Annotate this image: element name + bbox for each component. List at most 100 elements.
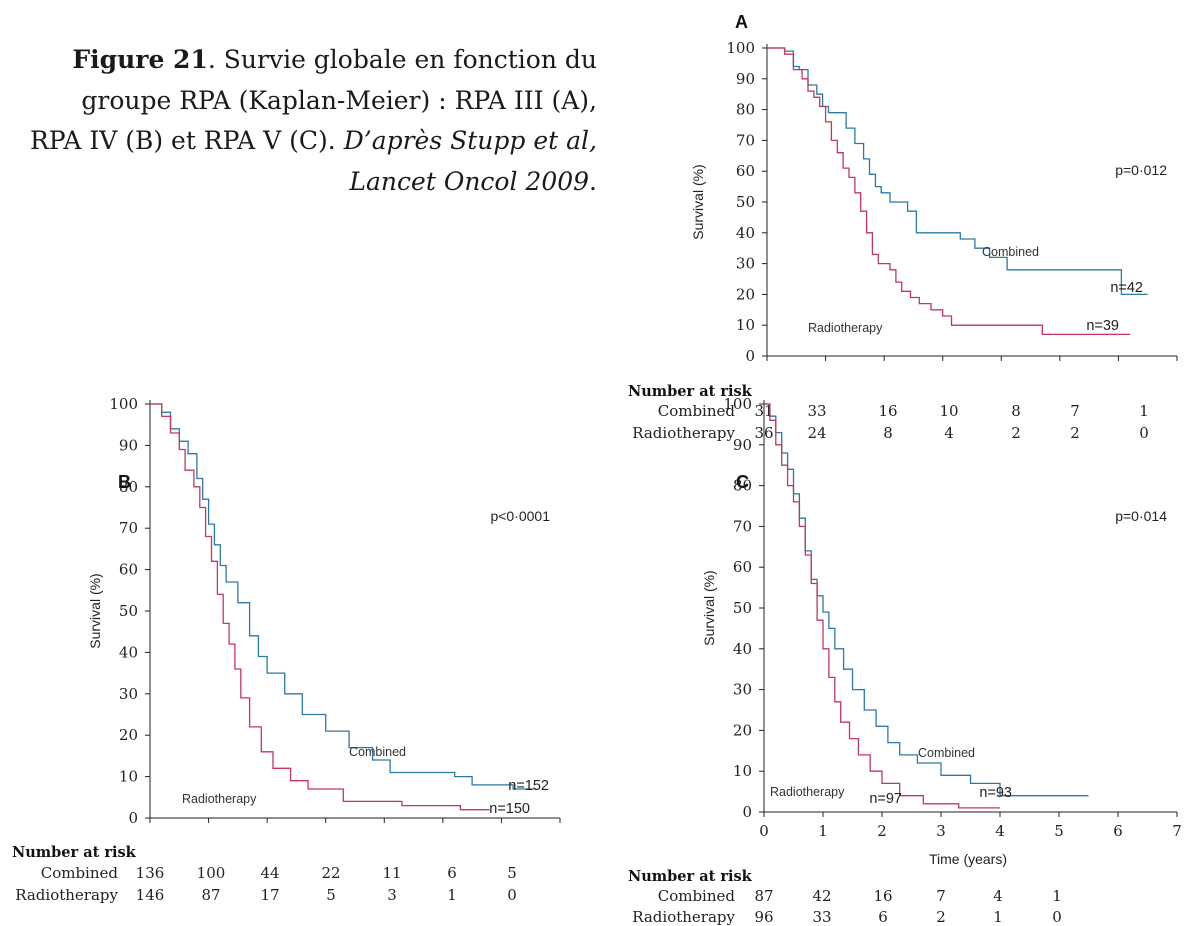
y-tick-label: 90 bbox=[736, 70, 755, 88]
caption-citation-2: Lancet Oncol 2009 bbox=[349, 166, 590, 196]
risk-value-combined: 136 bbox=[136, 864, 165, 882]
y-tick-label: 60 bbox=[733, 558, 752, 576]
y-tick-label: 0 bbox=[742, 803, 752, 821]
y-tick-label: 40 bbox=[736, 224, 755, 242]
risk-value-combined: 11 bbox=[382, 864, 401, 882]
y-tick-label: 100 bbox=[109, 395, 138, 413]
series-label-combined: Combined bbox=[918, 746, 975, 760]
y-tick-label: 90 bbox=[119, 436, 138, 454]
y-tick-label: 30 bbox=[733, 681, 752, 699]
y-tick-label: 0 bbox=[128, 809, 138, 827]
n-label-combined: n=42 bbox=[1110, 280, 1143, 296]
risk-value-radiotherapy: 2 bbox=[936, 908, 946, 926]
series-label-combined: Combined bbox=[982, 245, 1039, 259]
n-label-radiotherapy: n=39 bbox=[1086, 318, 1119, 334]
survival-curve-radiotherapy bbox=[764, 403, 1000, 809]
risk-value-combined: 10 bbox=[939, 402, 958, 420]
y-tick-label: 80 bbox=[119, 478, 138, 496]
y-tick-label: 100 bbox=[723, 395, 752, 413]
y-tick-label: 10 bbox=[119, 768, 138, 786]
risk-value-combined: 1 bbox=[1139, 402, 1149, 420]
risk-value-combined: 16 bbox=[873, 887, 892, 905]
caption-line-1: Survie globale en fonction du bbox=[223, 45, 597, 74]
risk-row-label-radiotherapy: Radiotherapy bbox=[632, 908, 735, 926]
y-tick-label: 100 bbox=[726, 39, 755, 57]
y-tick-label: 40 bbox=[119, 643, 138, 661]
risk-value-radiotherapy: 17 bbox=[260, 886, 279, 904]
risk-value-radiotherapy: 0 bbox=[1139, 424, 1149, 442]
risk-value-combined: 87 bbox=[754, 887, 773, 905]
caption-citation-1: D’après Stupp et al, bbox=[343, 126, 597, 155]
y-tick-label: 70 bbox=[119, 519, 138, 537]
risk-value-radiotherapy: 24 bbox=[807, 424, 826, 442]
risk-value-radiotherapy: 3 bbox=[387, 886, 397, 904]
caption-line-2: groupe RPA (Kaplan-Meier) : RPA III (A), bbox=[81, 85, 597, 115]
risk-value-radiotherapy: 5 bbox=[326, 886, 336, 904]
risk-value-radiotherapy: 96 bbox=[754, 908, 773, 926]
risk-table-title: Number at risk bbox=[628, 383, 753, 400]
risk-table-title: Number at risk bbox=[12, 844, 137, 861]
risk-value-combined: 33 bbox=[807, 402, 826, 420]
risk-value-radiotherapy: 2 bbox=[1011, 424, 1021, 442]
n-label-radiotherapy: n=97 bbox=[869, 791, 902, 807]
risk-value-combined: 1 bbox=[1052, 887, 1062, 905]
risk-value-radiotherapy: 4 bbox=[944, 424, 954, 442]
panel-label: C bbox=[736, 472, 749, 492]
risk-row-label-radiotherapy: Radiotherapy bbox=[632, 424, 735, 442]
risk-row-label-combined: Combined bbox=[658, 887, 736, 905]
risk-value-combined: 22 bbox=[321, 864, 340, 882]
risk-value-radiotherapy: 87 bbox=[201, 886, 220, 904]
panel-label: B bbox=[118, 472, 131, 492]
y-tick-label: 70 bbox=[733, 517, 752, 535]
risk-row-label-combined: Combined bbox=[41, 864, 119, 882]
x-axis-label: Time (years) bbox=[929, 851, 1007, 867]
y-tick-label: 30 bbox=[736, 255, 755, 273]
caption-line-3: RPA IV (B) et RPA V (C). bbox=[29, 126, 336, 155]
y-tick-label: 90 bbox=[733, 436, 752, 454]
p-value: p=0·012 bbox=[1115, 162, 1167, 178]
risk-value-radiotherapy: 0 bbox=[507, 886, 517, 904]
risk-value-radiotherapy: 1 bbox=[447, 886, 457, 904]
risk-value-radiotherapy: 6 bbox=[878, 908, 888, 926]
risk-row-label-radiotherapy: Radiotherapy bbox=[15, 886, 118, 904]
risk-value-combined: 44 bbox=[260, 864, 279, 882]
series-label-radiotherapy: Radiotherapy bbox=[808, 321, 883, 335]
risk-value-radiotherapy: 8 bbox=[883, 424, 893, 442]
risk-value-combined: 7 bbox=[936, 887, 946, 905]
y-tick-label: 50 bbox=[733, 599, 752, 617]
x-tick-label: 7 bbox=[1172, 822, 1182, 840]
risk-row-label-combined: Combined bbox=[658, 402, 736, 420]
x-tick-label: 5 bbox=[1054, 822, 1064, 840]
risk-value-combined: 100 bbox=[197, 864, 226, 882]
series-label-radiotherapy: Radiotherapy bbox=[770, 785, 845, 799]
y-tick-label: 40 bbox=[733, 640, 752, 658]
y-tick-label: 10 bbox=[733, 762, 752, 780]
risk-value-radiotherapy: 1 bbox=[993, 908, 1003, 926]
risk-value-radiotherapy: 33 bbox=[812, 908, 831, 926]
p-value: p=0·014 bbox=[1115, 508, 1167, 524]
n-label-radiotherapy: n=150 bbox=[489, 801, 530, 817]
survival-curve-radiotherapy bbox=[767, 47, 1131, 336]
p-value: p<0·0001 bbox=[490, 508, 550, 524]
x-tick-label: 4 bbox=[995, 822, 1005, 840]
survival-curve-combined bbox=[767, 47, 1148, 296]
n-label-combined: n=152 bbox=[508, 778, 549, 794]
x-tick-label: 6 bbox=[1113, 822, 1123, 840]
y-axis-label: Survival (%) bbox=[701, 570, 717, 645]
y-tick-label: 60 bbox=[119, 561, 138, 579]
y-tick-label: 20 bbox=[736, 285, 755, 303]
y-tick-label: 80 bbox=[736, 101, 755, 119]
risk-value-combined: 6 bbox=[447, 864, 457, 882]
risk-value-combined: 8 bbox=[1011, 402, 1021, 420]
x-tick-label: 2 bbox=[877, 822, 887, 840]
y-axis-label: Survival (%) bbox=[690, 164, 706, 239]
y-tick-label: 20 bbox=[119, 726, 138, 744]
series-label-combined: Combined bbox=[349, 745, 406, 759]
risk-value-radiotherapy: 0 bbox=[1052, 908, 1062, 926]
y-tick-label: 10 bbox=[736, 316, 755, 334]
risk-value-combined: 4 bbox=[993, 887, 1003, 905]
survival-curve-combined bbox=[764, 403, 1089, 797]
x-tick-label: 0 bbox=[759, 822, 769, 840]
